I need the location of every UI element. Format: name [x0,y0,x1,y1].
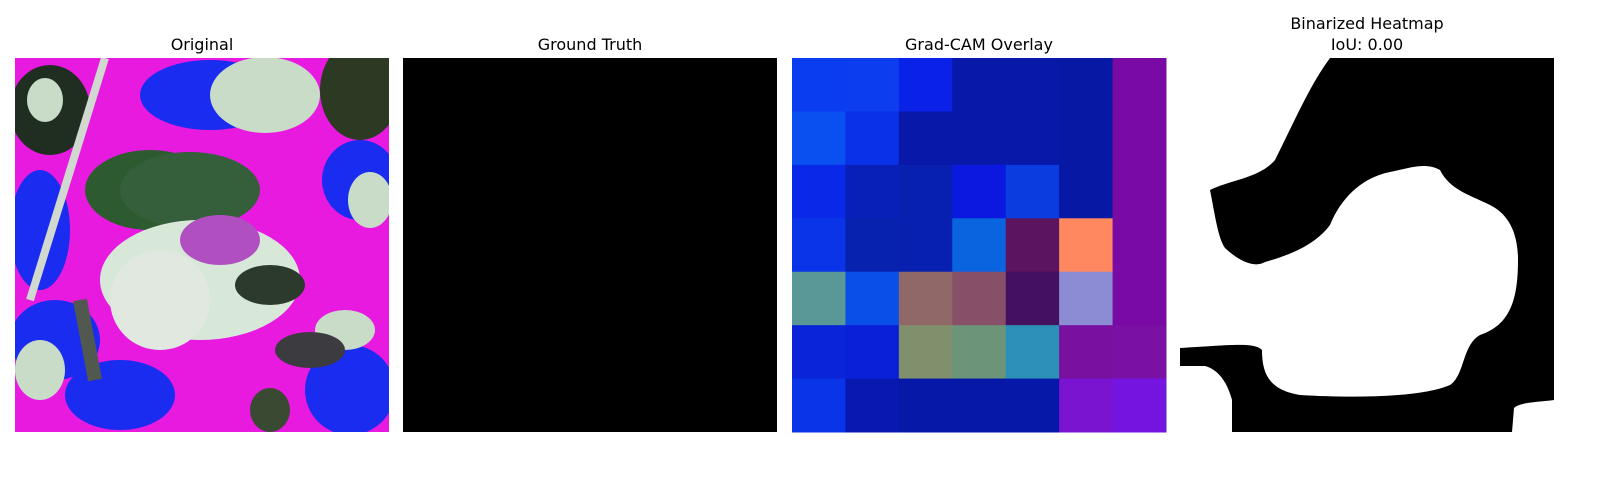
heatmap-cell [952,218,1007,273]
heatmap-cell [1005,58,1060,112]
heatmap-cell [898,271,953,326]
heatmap-cell [1059,325,1114,380]
heatmap-cell [952,378,1007,433]
heatmap-cell [898,218,953,273]
heatmap-cell [1059,111,1114,166]
heatmap-cell [1005,378,1060,433]
heatmap-cell [1059,271,1114,326]
heatmap-cell [1005,325,1060,380]
heatmap-cell [1059,164,1114,219]
panel-title: Original [171,35,234,54]
heatmap-cell [1005,218,1060,273]
heatmap-cell [952,111,1007,166]
heatmap-cell [952,325,1007,380]
heatmap-cell [898,111,953,166]
heatmap-cell [792,378,846,433]
ground-truth-image [403,58,777,432]
heatmap-cell [898,325,953,380]
heatmap-cell [1005,271,1060,326]
heatmap-cell [898,58,953,112]
heatmap-cell [792,58,846,112]
heatmap-cell [845,111,900,166]
heatmap-cell [1112,111,1167,166]
heatmap-cell [1112,378,1167,433]
heatmap-cell [1059,218,1114,273]
panel-title: IoU: 0.00 [1331,35,1403,54]
heatmap-cell [898,164,953,219]
heatmap-cell [1059,378,1114,433]
heatmap-cell [1005,164,1060,219]
heatmap-cell [1059,58,1114,112]
gradcam-image [792,58,1167,433]
heatmap-cell [952,164,1007,219]
binarized-image [1180,58,1554,432]
heatmap-cell [1112,325,1167,380]
heatmap-cell [792,325,846,380]
heatmap-cell [952,58,1007,112]
heatmap-cell [1112,58,1167,112]
heatmap-cell [792,164,846,219]
heatmap-cell [1005,111,1060,166]
heatmap-cell [1112,218,1167,273]
heatmap-cell [845,378,900,433]
heatmap-cell [845,58,900,112]
heatmap-cell [1112,164,1167,219]
panel-title: Ground Truth [538,35,643,54]
heatmap-cell [845,218,900,273]
heatmap-cell [898,378,953,433]
panel-title: Binarized Heatmap [1290,14,1443,33]
panel-title: Grad-CAM Overlay [905,35,1053,54]
heatmap-cell [845,325,900,380]
heatmap-cell [845,271,900,326]
heatmap-cell [792,218,846,273]
heatmap-cell [792,111,846,166]
heatmap-cell [1112,271,1167,326]
heatmap-cell [792,271,846,326]
heatmap-cell [845,164,900,219]
original-image [15,58,389,432]
heatmap-cell [952,271,1007,326]
